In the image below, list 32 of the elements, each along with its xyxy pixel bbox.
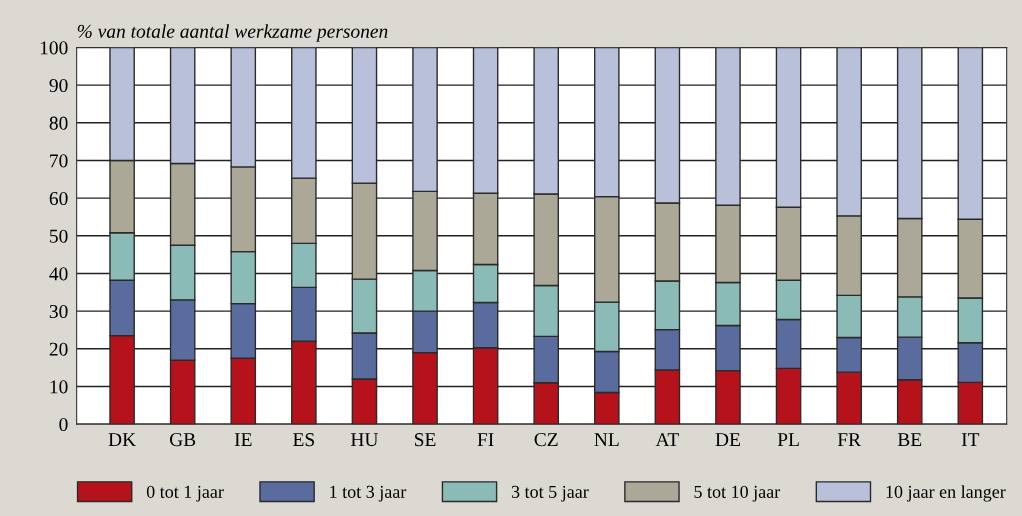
y-tick-label: 30 bbox=[49, 304, 68, 319]
x-tick-label: DE bbox=[715, 433, 740, 447]
x-tick-label: FI bbox=[477, 433, 494, 446]
x-tick-label: SE bbox=[414, 433, 436, 447]
legend-label: 0 tot 1 jaar bbox=[146, 485, 224, 502]
x-tick-label: NL bbox=[594, 433, 619, 446]
y-tick-label: 100 bbox=[40, 41, 68, 55]
legend-label: 1 tot 3 jaar bbox=[330, 485, 407, 502]
x-tick-label: PL bbox=[777, 433, 799, 446]
y-tick-label: 40 bbox=[49, 267, 68, 281]
x-tick-label: IT bbox=[961, 433, 980, 446]
x-tick-label: DK bbox=[108, 433, 136, 447]
y-axis-title: % van totale aantal werkzame personen bbox=[77, 24, 388, 42]
x-tick-label: FR bbox=[837, 433, 861, 446]
y-tick-label: 90 bbox=[49, 78, 68, 93]
y-tick-label: 20 bbox=[49, 342, 68, 356]
x-tick-label: ES bbox=[293, 433, 314, 447]
legend-label: 5 tot 10 jaar bbox=[694, 485, 781, 502]
legend-label: 10 jaar en langer bbox=[886, 485, 1006, 502]
x-tick-label: IE bbox=[234, 433, 252, 446]
y-tick-label: 10 bbox=[50, 380, 68, 394]
y-tick-label: 70 bbox=[50, 154, 68, 168]
y-tick-label: 60 bbox=[49, 191, 68, 206]
y-tick-label: 0 bbox=[59, 417, 68, 432]
x-tick-label: CZ bbox=[534, 433, 558, 447]
y-tick-label: 80 bbox=[49, 116, 68, 130]
legend-label: 3 tot 5 jaar bbox=[511, 485, 589, 502]
y-tick-label: 50 bbox=[50, 229, 68, 243]
x-tick-label: HU bbox=[350, 433, 379, 447]
x-tick-label: GB bbox=[169, 433, 196, 447]
x-tick-label: BE bbox=[897, 433, 922, 447]
x-tick-label: AT bbox=[655, 433, 679, 446]
